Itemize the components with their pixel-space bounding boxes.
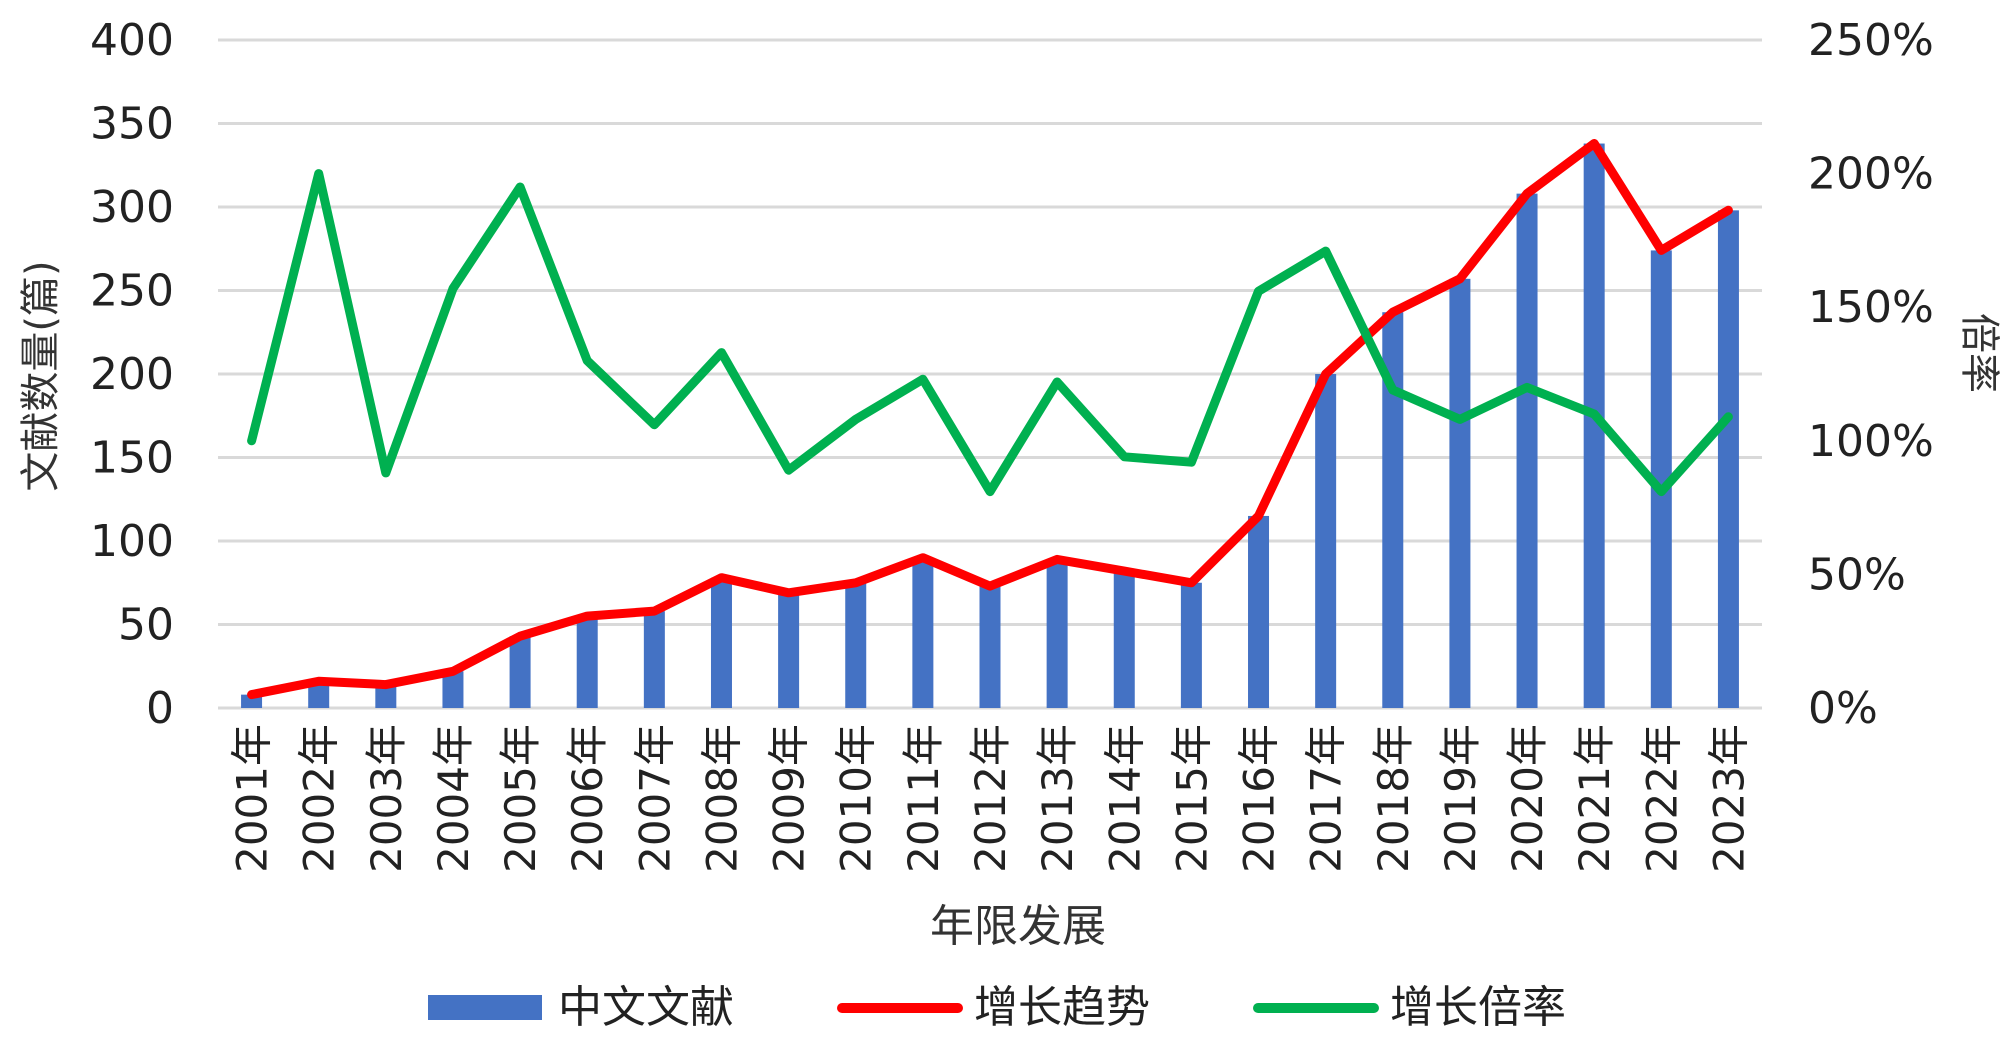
y-tick-label: 150 [90, 433, 174, 484]
legend: 中文文献 增长趋势 增长倍率 [428, 982, 1566, 1033]
y2-tick-label: 0% [1808, 683, 1878, 734]
x-tick-label: 2016年 [1235, 724, 1284, 873]
x-tick-label: 2010年 [832, 724, 881, 873]
y2-axis-title: 倍率 [1956, 313, 2000, 393]
x-axis-ticks: 2001年 2002年 2003年 2004年 2005年 2006年 2007年 2008年… [228, 724, 1754, 873]
x-tick-label: 2018年 [1369, 724, 1418, 873]
gridlines [218, 38, 1762, 710]
bar [710, 577, 732, 708]
bar [1717, 210, 1739, 708]
bar [1382, 312, 1404, 708]
x-tick-label: 2012年 [966, 724, 1015, 873]
y-tick-label: 350 [90, 99, 174, 150]
trend-line [247, 139, 1733, 700]
legend-swatch-bar [428, 995, 542, 1020]
x-tick-label: 2022年 [1637, 724, 1686, 873]
bar-series [241, 143, 1739, 709]
legend-label-1: 中文文献 [558, 982, 734, 1033]
x-tick-label: 2013年 [1033, 724, 1082, 873]
y-tick-label: 50 [118, 600, 174, 651]
bar [1516, 193, 1538, 708]
x-axis-title: 年限发展 [930, 901, 1106, 952]
x-tick-label: 2009年 [765, 724, 814, 873]
rate-line [247, 169, 1733, 497]
y-tick-label: 100 [90, 516, 174, 567]
y2-tick-label: 50% [1808, 549, 1906, 600]
x-tick-label: 2011年 [899, 724, 948, 873]
x-tick-label: 2003年 [362, 724, 411, 873]
y-tick-label: 250 [90, 266, 174, 317]
bar [1650, 250, 1672, 709]
bar [308, 681, 330, 708]
x-tick-label: 2021年 [1570, 724, 1619, 873]
y2-tick-label: 150% [1808, 282, 1934, 333]
bar [845, 582, 867, 708]
x-tick-label: 2004年 [429, 724, 478, 873]
bar [643, 611, 665, 708]
y-axis-title: 文献数量(篇) [18, 260, 64, 491]
bar [778, 592, 800, 708]
bar [1315, 374, 1337, 708]
x-tick-label: 2019年 [1436, 724, 1485, 873]
bar [509, 636, 531, 708]
bar [375, 684, 397, 708]
x-tick-label: 2006年 [563, 724, 612, 873]
x-tick-label: 2023年 [1704, 724, 1753, 873]
x-tick-label: 2015年 [1167, 724, 1216, 873]
x-tick-label: 2002年 [295, 724, 344, 873]
y-tick-label: 0 [146, 683, 174, 734]
y2-tick-label: 100% [1808, 416, 1934, 467]
bar [979, 586, 1001, 708]
bar [1449, 278, 1471, 708]
bar [1583, 143, 1605, 709]
x-tick-label: 2014年 [1100, 724, 1149, 873]
y2-tick-label: 250% [1808, 15, 1934, 66]
bar [1046, 559, 1068, 708]
x-tick-label: 2017年 [1302, 724, 1351, 873]
left-axis-ticks: 0 50 100 150 200 250 300 350 400 [90, 15, 174, 734]
bar [1180, 582, 1202, 708]
x-tick-label: 2005年 [496, 724, 545, 873]
bar [442, 671, 464, 708]
x-tick-label: 2007年 [630, 724, 679, 873]
legend-label-2: 增长趋势 [974, 982, 1150, 1033]
bar [1248, 515, 1270, 708]
x-tick-label: 2020年 [1503, 724, 1552, 873]
line-series [247, 139, 1733, 700]
y-tick-label: 300 [90, 182, 174, 233]
bar [1113, 571, 1135, 708]
bar [576, 616, 598, 708]
y-tick-label: 200 [90, 349, 174, 400]
right-axis-ticks: 0% 50% 100% 150% 200% 250% [1808, 15, 1934, 734]
legend-label-3: 增长倍率 [1390, 982, 1566, 1033]
y-tick-label: 400 [90, 15, 174, 66]
x-tick-label: 2001年 [228, 724, 277, 873]
y2-tick-label: 200% [1808, 149, 1934, 200]
bar [912, 557, 934, 708]
x-tick-label: 2008年 [698, 724, 747, 873]
